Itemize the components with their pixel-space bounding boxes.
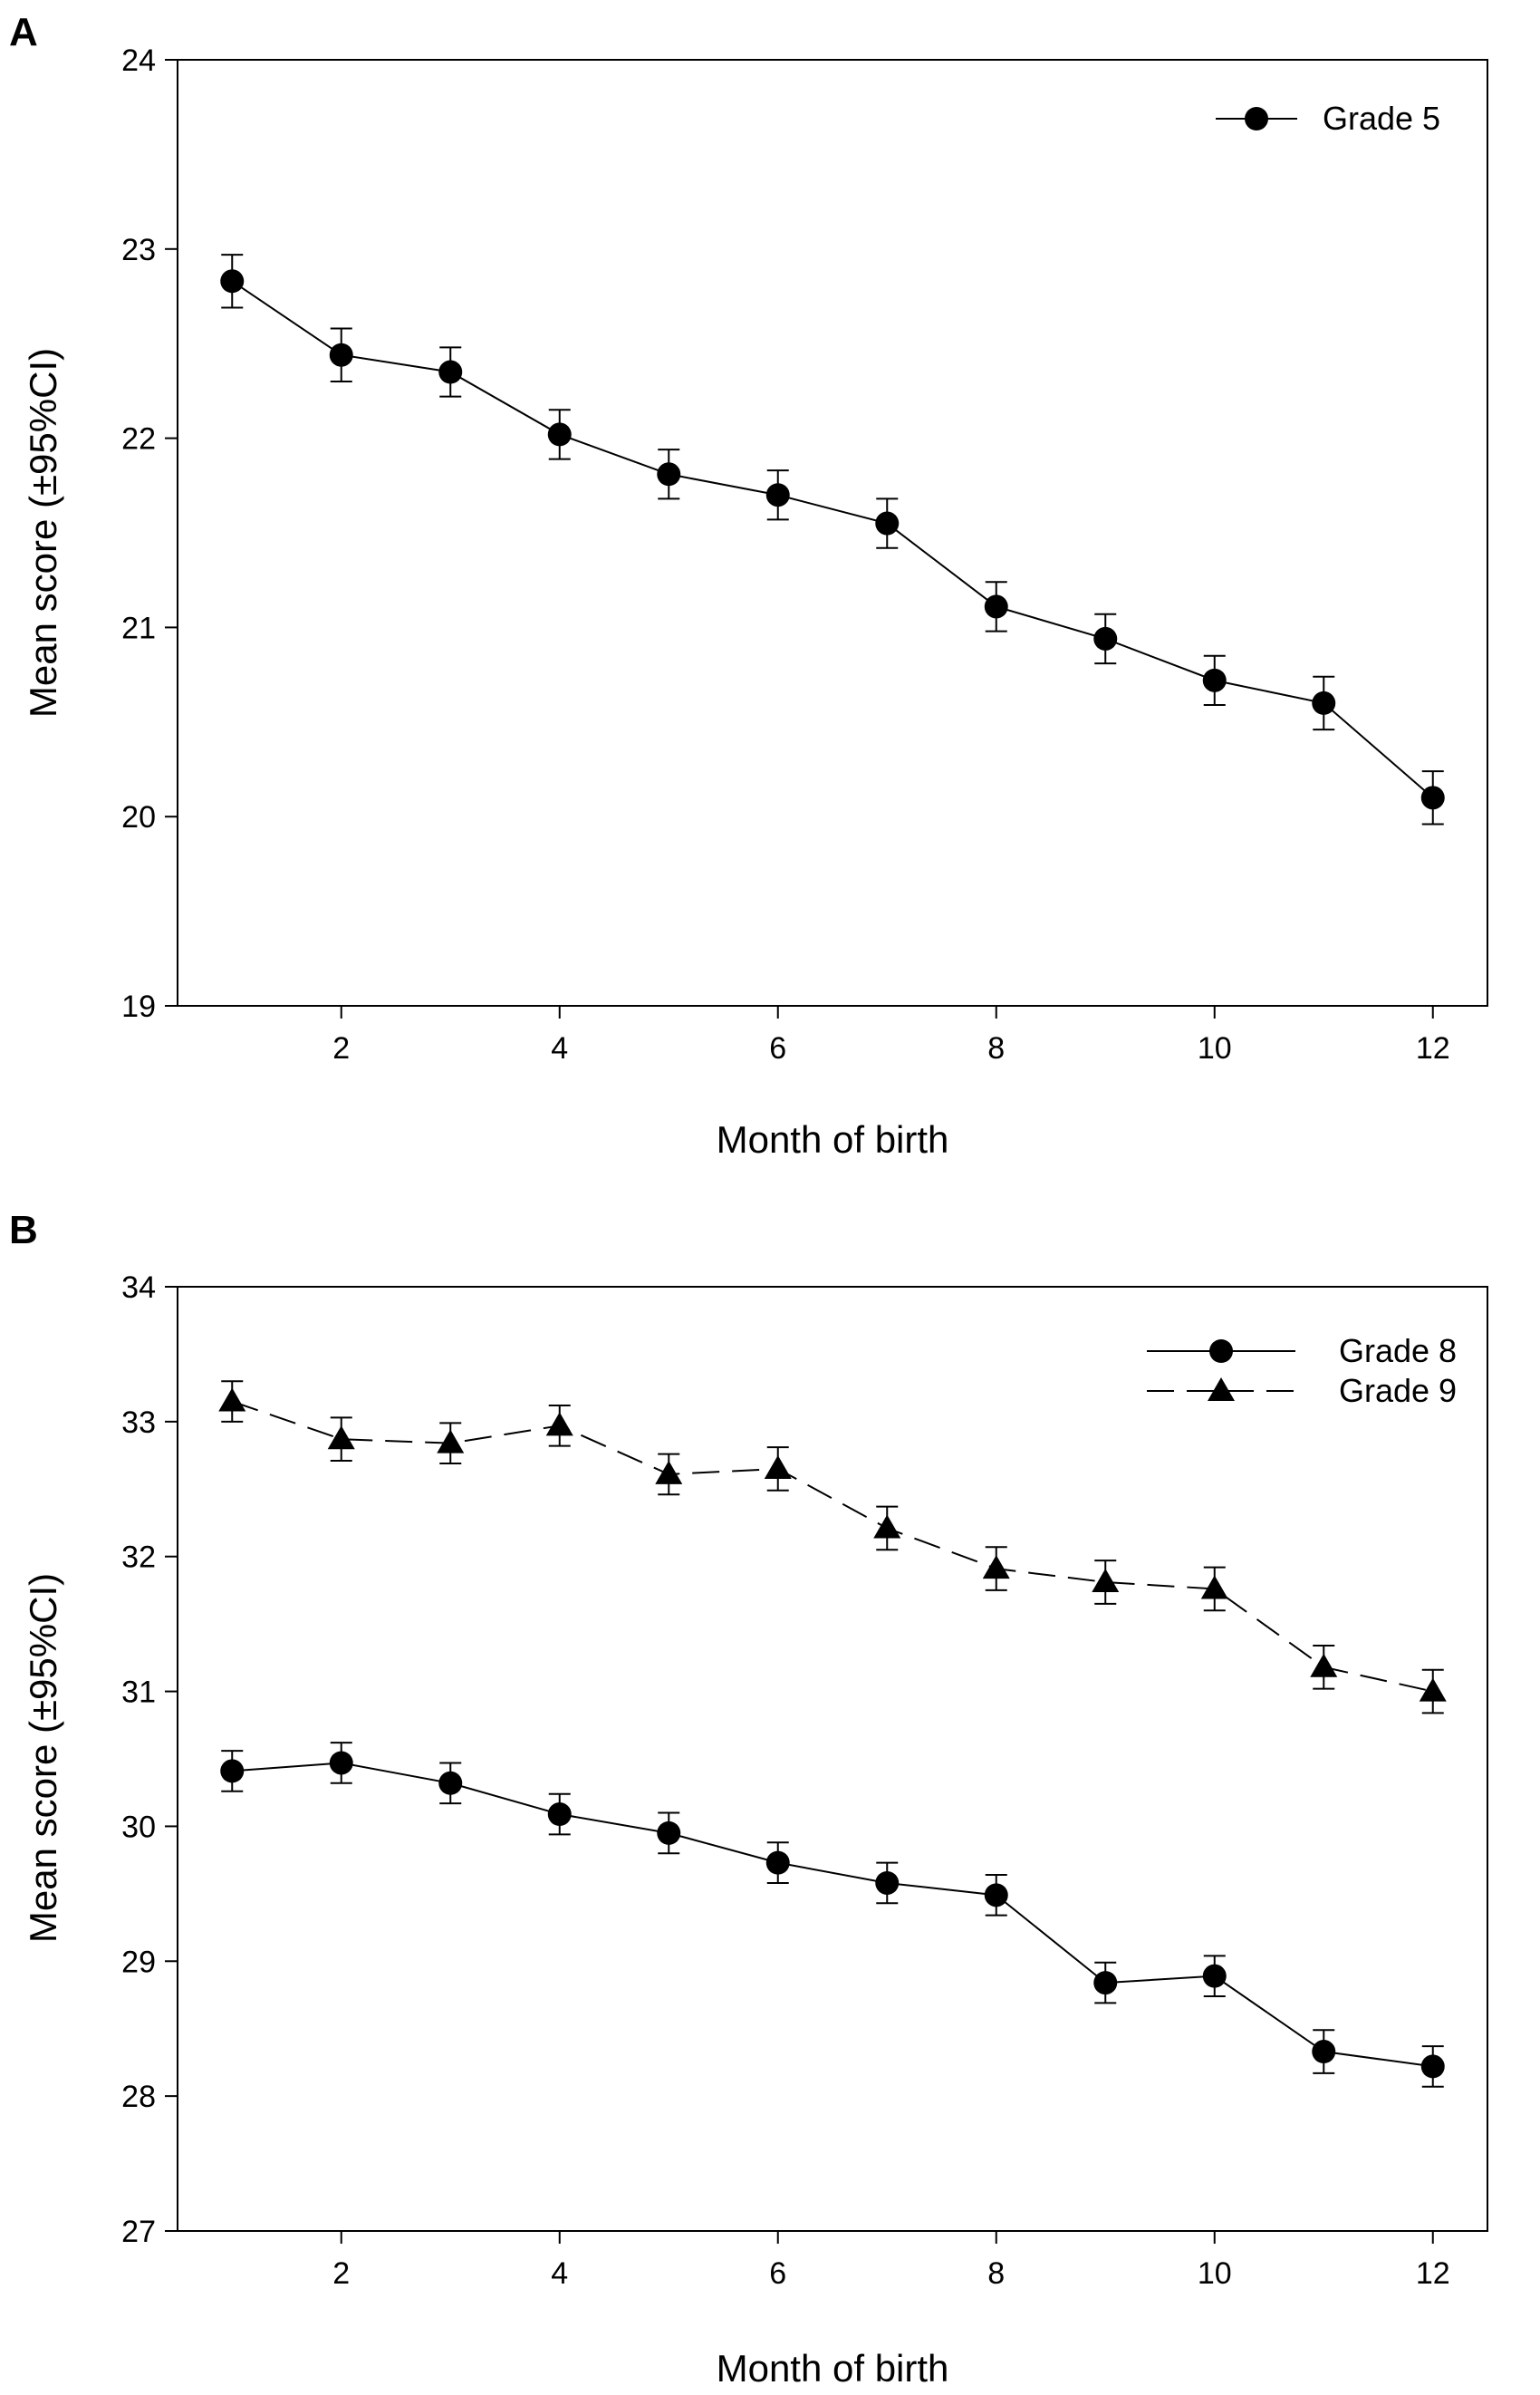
panel-b-series: [218, 1380, 1447, 2088]
grade-9-point: [327, 1425, 355, 1450]
panel-a-x-axis: 2 4 6 8 10 12: [332, 1006, 1450, 1066]
grade-5-point: [984, 594, 1008, 619]
panel-a-y-axis: 19 20 21 22 23 24: [121, 43, 178, 1024]
x-tick-label: 12: [1416, 1031, 1450, 1066]
grade-5-point: [1312, 690, 1336, 715]
legend-grade-5-marker: [1245, 107, 1268, 130]
x-tick-label: 10: [1198, 1031, 1232, 1066]
y-tick-label: 28: [121, 2080, 156, 2114]
grade-9-point: [1310, 1653, 1338, 1677]
y-tick-label: 31: [121, 1676, 156, 1710]
grade-9-series-line: [231, 1400, 1433, 1693]
y-tick-label: 23: [121, 233, 156, 267]
y-tick-label: 33: [121, 1405, 156, 1440]
panel-a-legend: Grade 5: [1216, 100, 1440, 137]
grade-8-point: [1202, 1964, 1227, 1988]
grade-8-point: [220, 1759, 245, 1783]
grade-9-point: [437, 1429, 465, 1453]
y-tick-label: 32: [121, 1540, 156, 1575]
panel-b-y-axis: 27 28 29 30 31 32 33 34: [121, 1270, 178, 2249]
y-tick-label: 30: [121, 1810, 156, 1844]
y-tick-label: 20: [121, 800, 156, 835]
panel-a-series: [220, 254, 1445, 826]
grade-5-point: [875, 511, 900, 536]
grade-8-point: [1093, 1971, 1118, 1995]
legend-grade-9-marker: [1208, 1377, 1235, 1401]
y-tick-label: 22: [121, 422, 156, 457]
x-tick-label: 4: [551, 2256, 568, 2291]
grade-9-point: [1092, 1568, 1120, 1592]
panel-a-x-axis-label: Month of birth: [717, 1118, 949, 1161]
grade-8-point: [438, 1771, 463, 1795]
x-tick-label: 12: [1416, 2256, 1450, 2291]
panel-a-plot-frame: [177, 59, 1488, 1007]
grade-5-point: [547, 422, 572, 447]
x-tick-label: 8: [987, 1031, 1005, 1066]
x-tick-label: 10: [1198, 2256, 1232, 2291]
y-tick-label: 27: [121, 2215, 156, 2249]
grade-9-point: [655, 1460, 683, 1484]
panel-a-y-axis-label: Mean score (±95%CI): [22, 348, 64, 718]
grade-8-point: [875, 1870, 900, 1895]
grade-8-point: [329, 1751, 353, 1775]
y-tick-label: 19: [121, 990, 156, 1024]
grade-8-point: [547, 1802, 572, 1827]
grade-9-point: [1419, 1677, 1447, 1702]
grade-9-point: [982, 1555, 1010, 1579]
panel-b-legend: Grade 8 Grade 9: [1147, 1332, 1457, 1409]
grade-5-series-line: [231, 280, 1434, 799]
grade-5-point: [329, 343, 353, 367]
x-tick-label: 8: [987, 2256, 1005, 2291]
panel-a-letter: A: [9, 10, 38, 54]
x-tick-label: 6: [769, 1031, 786, 1066]
grade-8-point: [1420, 2054, 1445, 2079]
legend-grade-9-label: Grade 9: [1339, 1372, 1457, 1409]
legend-grade-8-label: Grade 8: [1339, 1332, 1457, 1369]
y-tick-label: 29: [121, 1945, 156, 1979]
grade-8-point: [765, 1850, 790, 1875]
panel-b-x-axis: 2 4 6 8 10 12: [332, 2231, 1450, 2291]
grade-9-point: [545, 1412, 573, 1436]
grade-9-point: [1200, 1575, 1228, 1599]
grade-5-point: [765, 483, 790, 507]
panel-b-plot-frame: [177, 1286, 1488, 2232]
panel-b: B 27 28 29 30 31 32 33 34 2 4 6 8 10 12 Month of bir…: [9, 1208, 1488, 2390]
grade-8-point: [657, 1820, 681, 1845]
grade-5-point: [657, 462, 681, 487]
legend-grade-8-marker: [1209, 1339, 1233, 1363]
grade-8-point: [1312, 2040, 1336, 2064]
grade-8-series-line: [232, 1762, 1433, 2068]
x-tick-label: 2: [332, 2256, 350, 2291]
panel-b-y-axis-label: Mean score (±95%CI): [22, 1573, 64, 1943]
grade-9-point: [873, 1514, 901, 1539]
y-tick-label: 24: [121, 43, 156, 78]
grade-8-point: [984, 1883, 1008, 1907]
panel-b-letter: B: [9, 1208, 38, 1252]
legend-grade-5-label: Grade 5: [1323, 100, 1440, 137]
y-tick-label: 21: [121, 611, 156, 645]
y-tick-label: 34: [121, 1270, 156, 1305]
panel-b-x-axis-label: Month of birth: [717, 2347, 949, 2390]
grade-5-point: [1093, 626, 1118, 651]
grade-5-point: [438, 360, 463, 384]
x-tick-label: 4: [551, 1031, 568, 1066]
grade-5-point: [1420, 786, 1445, 810]
grade-9-point: [764, 1454, 792, 1479]
x-tick-label: 2: [332, 1031, 350, 1066]
x-tick-label: 6: [769, 2256, 786, 2291]
grade-5-point: [1202, 668, 1227, 692]
grade-5-point: [220, 269, 245, 294]
grade-9-point: [218, 1387, 246, 1412]
